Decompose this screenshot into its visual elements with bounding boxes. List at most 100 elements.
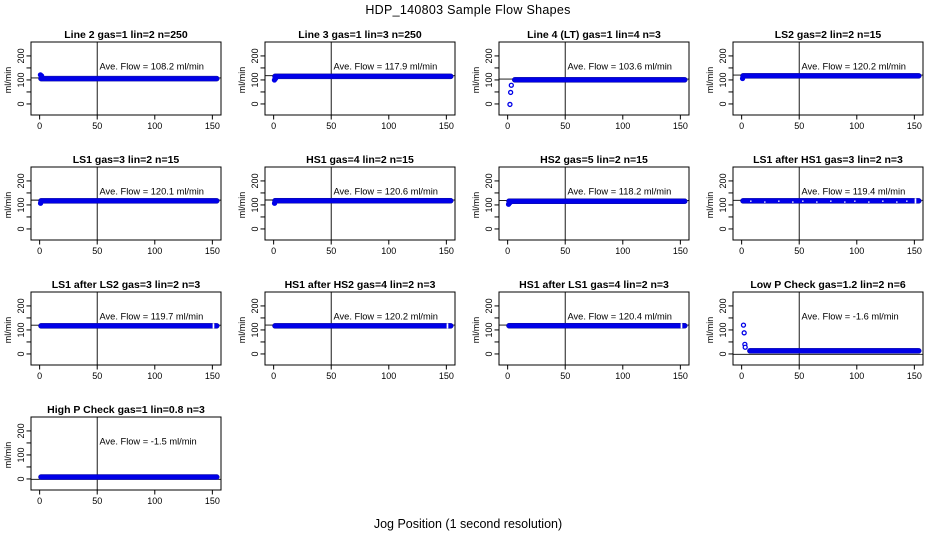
y-tick-label: 0	[484, 351, 494, 356]
y-tick-label: 200	[484, 173, 494, 188]
y-tick-label: 200	[16, 423, 26, 438]
subplot-title: High P Check gas=1 lin=0.8 n=3	[47, 404, 205, 416]
subplot-9: LS1 after LS2 gas=3 lin=2 n=3 0 100 200ml/m…	[3, 279, 222, 381]
x-tick-label: 50	[92, 496, 102, 506]
ave-flow-annotation: Ave. Flow = 120.2 ml/min	[334, 312, 438, 322]
x-tick-label: 100	[615, 246, 630, 256]
y-tick-label: 0	[250, 351, 260, 356]
x-tick-label: 100	[381, 371, 396, 381]
y-tick-label: 200	[718, 173, 728, 188]
plot-border	[30, 41, 222, 116]
plot-area	[499, 292, 689, 365]
y-tick-label: 200	[16, 48, 26, 63]
ave-flow-annotation: Ave. Flow = 120.2 ml/min	[802, 62, 906, 72]
band-gap	[778, 200, 780, 202]
subplot-title: HS1 after LS1 gas=4 lin=2 n=3	[519, 279, 669, 291]
y-tick-label: 200	[718, 298, 728, 313]
band-gap	[816, 201, 818, 203]
data-band	[506, 198, 688, 204]
y-axis-title: ml/min	[3, 442, 13, 469]
x-axis-label: Jog Position (1 second resolution)	[373, 517, 563, 531]
x-axis: 0 50 100 150	[37, 365, 220, 381]
y-tick-label: 0	[16, 476, 26, 481]
x-tick-label: 0	[271, 121, 276, 131]
y-tick-label: 0	[16, 351, 26, 356]
subplot-title: HS2 gas=5 lin=2 n=15	[540, 154, 648, 166]
x-tick-label: 0	[739, 371, 744, 381]
x-tick-label: 0	[739, 246, 744, 256]
subplot-title: LS1 after HS1 gas=3 lin=2 n=3	[753, 154, 903, 166]
y-tick-label: 0	[718, 351, 728, 356]
y-tick-label: 100	[16, 197, 26, 212]
x-axis: 0 50 100 150	[271, 365, 454, 381]
band-gap	[750, 200, 752, 202]
x-tick-label: 150	[439, 121, 454, 131]
x-tick-label: 100	[147, 246, 162, 256]
x-axis: 0 50 100 150	[37, 115, 220, 131]
data-band	[38, 323, 220, 329]
y-tick-label: 200	[250, 48, 260, 63]
y-tick-label: 0	[16, 101, 26, 106]
y-axis-title: ml/min	[471, 192, 481, 219]
data-point	[37, 200, 44, 206]
x-axis: 0 50 100 150	[739, 240, 922, 256]
data-point	[507, 89, 514, 96]
x-tick-label: 50	[92, 246, 102, 256]
y-tick-label: 0	[718, 226, 728, 231]
data-band	[272, 73, 454, 80]
y-tick-label: 200	[250, 173, 260, 188]
y-tick-label: 100	[484, 322, 494, 337]
data-band	[740, 73, 922, 79]
y-tick-label: 200	[16, 173, 26, 188]
y-axis-title: ml/min	[705, 67, 715, 94]
x-tick-label: 150	[205, 371, 220, 381]
y-axis-title: ml/min	[3, 192, 13, 219]
data-band	[38, 474, 220, 480]
x-tick-label: 0	[271, 246, 276, 256]
plot-border	[30, 416, 222, 491]
x-tick-label: 150	[205, 496, 220, 506]
x-tick-label: 50	[794, 121, 804, 131]
x-tick-label: 50	[794, 246, 804, 256]
data-point	[508, 82, 514, 88]
y-axis-title: ml/min	[471, 67, 481, 94]
x-tick-label: 50	[92, 121, 102, 131]
y-tick-label: 200	[718, 48, 728, 63]
x-tick-label: 100	[849, 371, 864, 381]
y-tick-label: 0	[250, 226, 260, 231]
data-band	[38, 75, 220, 82]
subplot-8: LS1 after HS1 gas=3 lin=2 n=3 0 100 200ml/m…	[705, 154, 924, 256]
data-band	[272, 197, 454, 204]
band-gap	[854, 200, 856, 202]
x-tick-label: 0	[37, 371, 42, 381]
data-point	[272, 75, 279, 82]
x-axis: 0 50 100 150	[37, 240, 220, 256]
x-tick-label: 50	[560, 121, 570, 131]
y-tick-label: 100	[718, 197, 728, 212]
data-point	[741, 330, 747, 336]
y-axis-title: ml/min	[237, 192, 247, 219]
plot-border	[30, 166, 222, 241]
band-gap	[906, 200, 908, 202]
subplot-11: HS1 after LS1 gas=4 lin=2 n=3 0 100 200ml/m…	[471, 279, 690, 381]
x-axis: 0 50 100 150	[505, 115, 688, 131]
x-tick-label: 150	[907, 121, 922, 131]
y-axis-title: ml/min	[237, 317, 247, 344]
x-tick-label: 100	[381, 121, 396, 131]
x-tick-label: 100	[849, 246, 864, 256]
ave-flow-annotation: Ave. Flow = 120.1 ml/min	[100, 187, 204, 197]
x-tick-label: 0	[37, 496, 42, 506]
data-band	[272, 323, 454, 329]
data-point	[739, 75, 746, 82]
y-tick-label: 0	[484, 226, 494, 231]
band-end-gap	[212, 323, 215, 329]
y-tick-label: 100	[16, 322, 26, 337]
